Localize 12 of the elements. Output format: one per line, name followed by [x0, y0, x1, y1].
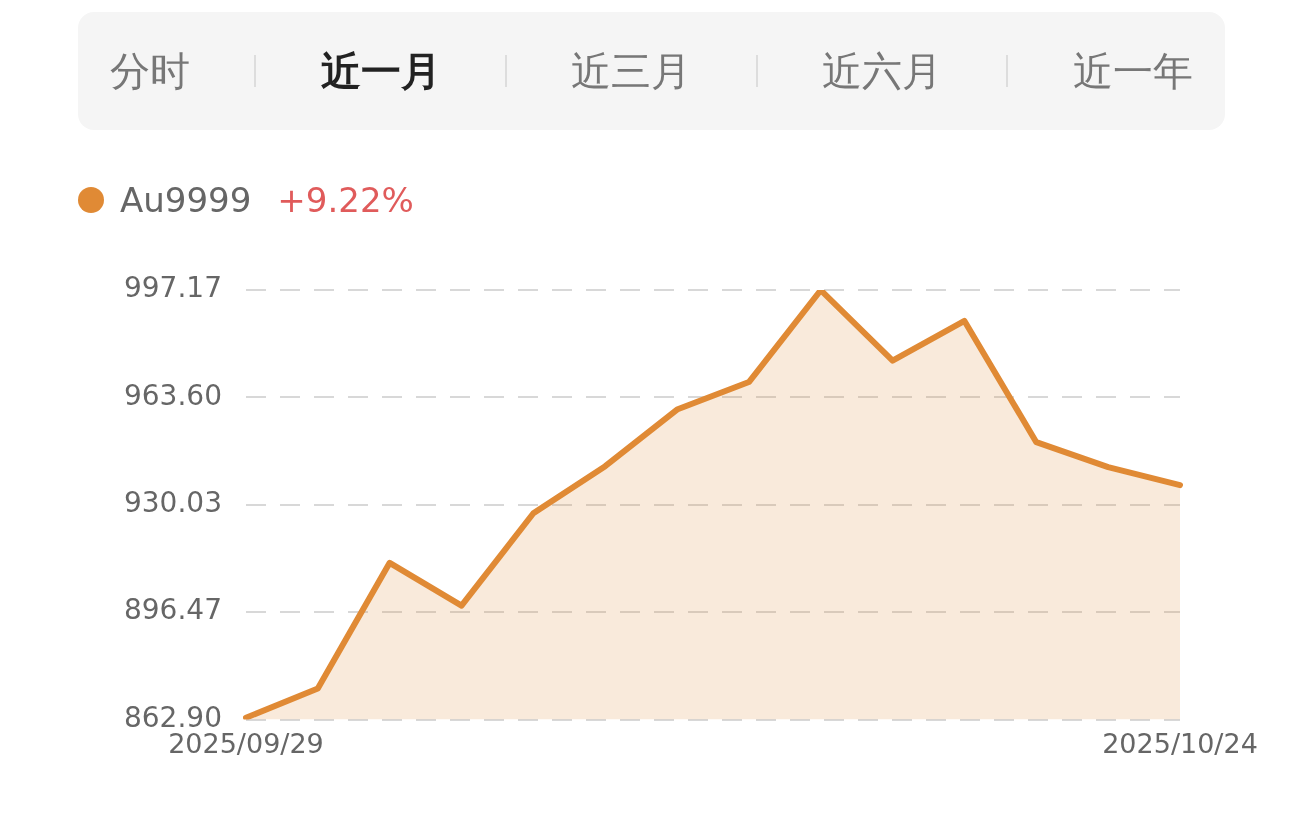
y-tick-label: 896.47: [123, 593, 222, 627]
text: 近六月: [822, 46, 943, 96]
y-tick-label: 963.60: [123, 378, 222, 412]
legend-label: Au9999: [120, 180, 252, 220]
x-tick-label: 2025/10/24: [1102, 727, 1258, 759]
text: 近一月: [320, 46, 441, 96]
y-tick-label: 930.03: [123, 486, 222, 520]
text: 分时: [110, 46, 191, 96]
text: 近一年: [1072, 46, 1193, 96]
text: +9.22%: [277, 180, 414, 220]
y-tick-label: 997.17: [123, 271, 222, 305]
text: 近三月: [571, 46, 692, 96]
